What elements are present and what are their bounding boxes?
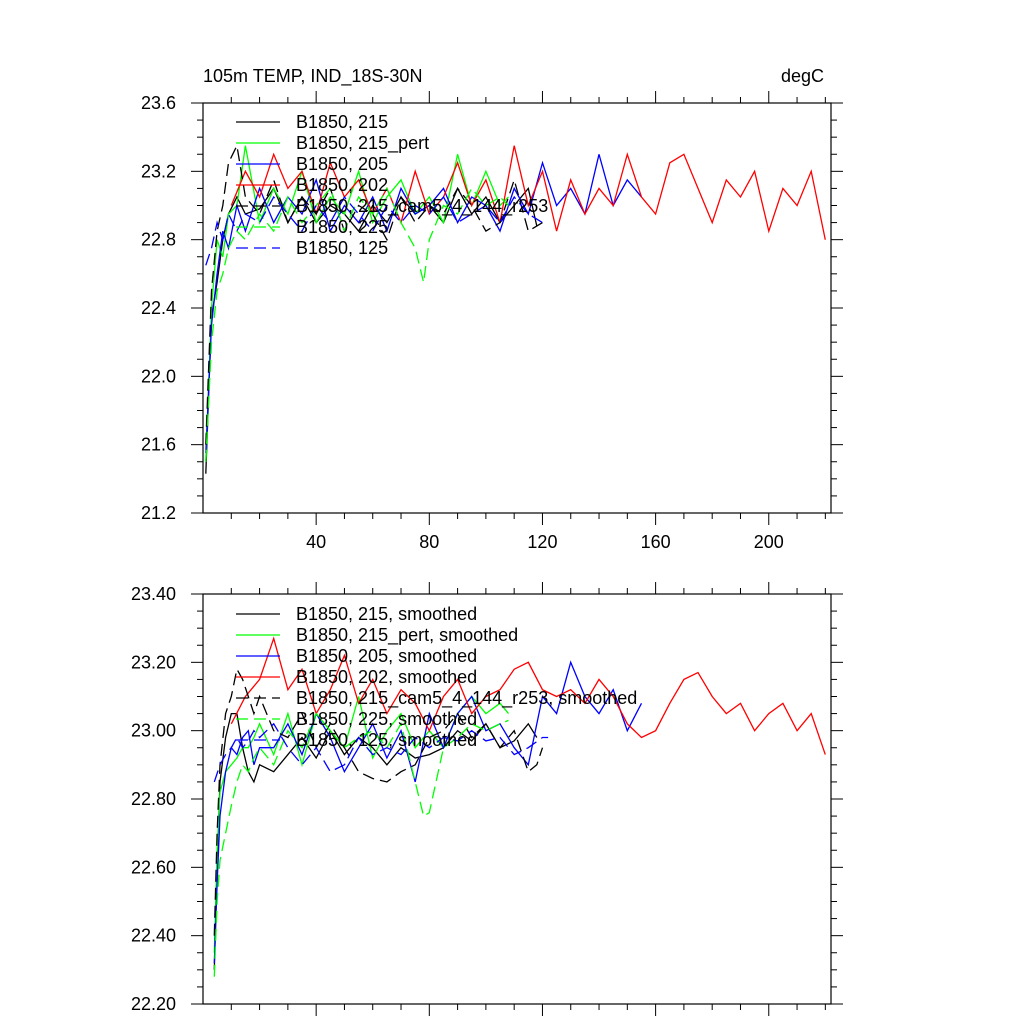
- top-series-line-3: [230, 145, 826, 240]
- bottom-legend-label-3: B1850, 202, smoothed: [296, 667, 477, 687]
- bottom-panel: 22.20 22.40 22.60 22.80 23.00 23.20 23.40 B1850…: [131, 582, 843, 1016]
- top-series-line-2: [205, 154, 643, 454]
- top-panel: 105m TEMP, IND_18S-30N degC 40 80 120 160 20…: [141, 66, 843, 552]
- bottom-y-tick-label: 22.80: [131, 789, 176, 809]
- top-legend-label-1: B1850, 215_pert: [296, 133, 429, 154]
- top-series-line-5: [205, 186, 509, 462]
- bottom-legend-label-4: B1850, 215_cam5_4_144_r253, smoothed: [296, 688, 637, 709]
- bottom-y-tick-label: 22.60: [131, 857, 176, 877]
- top-y-tick-label: 23.2: [141, 161, 176, 181]
- bottom-legend-label-0: B1850, 215, smoothed: [296, 604, 477, 624]
- bottom-y-tick-label: 23.00: [131, 721, 176, 741]
- top-legend-label-3: B1850, 202: [296, 175, 388, 195]
- top-y-tick-label: 21.2: [141, 503, 176, 523]
- top-x-tick-label: 160: [641, 532, 671, 552]
- bottom-legend-label-5: B1850, 225, smoothed: [296, 709, 477, 729]
- top-y-tick-label: 22.4: [141, 298, 176, 318]
- bottom-series-line-3: [230, 636, 826, 755]
- bottom-y-tick-label: 22.20: [131, 994, 176, 1014]
- top-y-tick-label: 22.0: [141, 366, 176, 386]
- top-x-tick-label: 40: [306, 532, 326, 552]
- bottom-series-line-5: [213, 712, 509, 977]
- bottom-legend-label-2: B1850, 205, smoothed: [296, 646, 477, 666]
- top-x-tick-label: 200: [754, 532, 784, 552]
- top-panel-units: degC: [781, 66, 824, 86]
- top-legend-label-2: B1850, 205: [296, 154, 388, 174]
- top-y-tick-label: 22.8: [141, 230, 176, 250]
- bottom-y-tick-label: 23.40: [131, 584, 176, 604]
- top-series-line-4: [205, 143, 543, 445]
- top-series-line-0: [205, 186, 538, 474]
- top-series-line-6: [205, 195, 543, 266]
- bottom-legend-label-1: B1850, 215_pert, smoothed: [296, 625, 518, 646]
- top-legend-label-4: B1850, 215_cam5_4_144_r253: [296, 196, 548, 217]
- top-legend-label-6: B1850, 125: [296, 238, 388, 258]
- bottom-series-line-6: [213, 722, 549, 783]
- top-y-tick-label: 21.6: [141, 435, 176, 455]
- top-legend-label-5: B1850, 225: [296, 217, 388, 237]
- top-y-tick-label: 23.6: [141, 93, 176, 113]
- bottom-series-group: [213, 636, 826, 977]
- bottom-legend-label-6: B1850, 125, smoothed: [296, 730, 477, 750]
- top-series-group: [205, 143, 826, 474]
- top-legend-label-0: B1850, 215: [296, 112, 388, 132]
- top-x-tick-label: 80: [419, 532, 439, 552]
- bottom-series-line-2: [213, 660, 643, 964]
- top-x-tick-label: 120: [527, 532, 557, 552]
- top-series-line-1: [205, 145, 509, 462]
- bottom-y-tick-label: 23.20: [131, 652, 176, 672]
- bottom-series-line-4: [213, 667, 544, 936]
- top-panel-title: 105m TEMP, IND_18S-30N: [203, 66, 422, 87]
- bottom-y-tick-label: 22.40: [131, 926, 176, 946]
